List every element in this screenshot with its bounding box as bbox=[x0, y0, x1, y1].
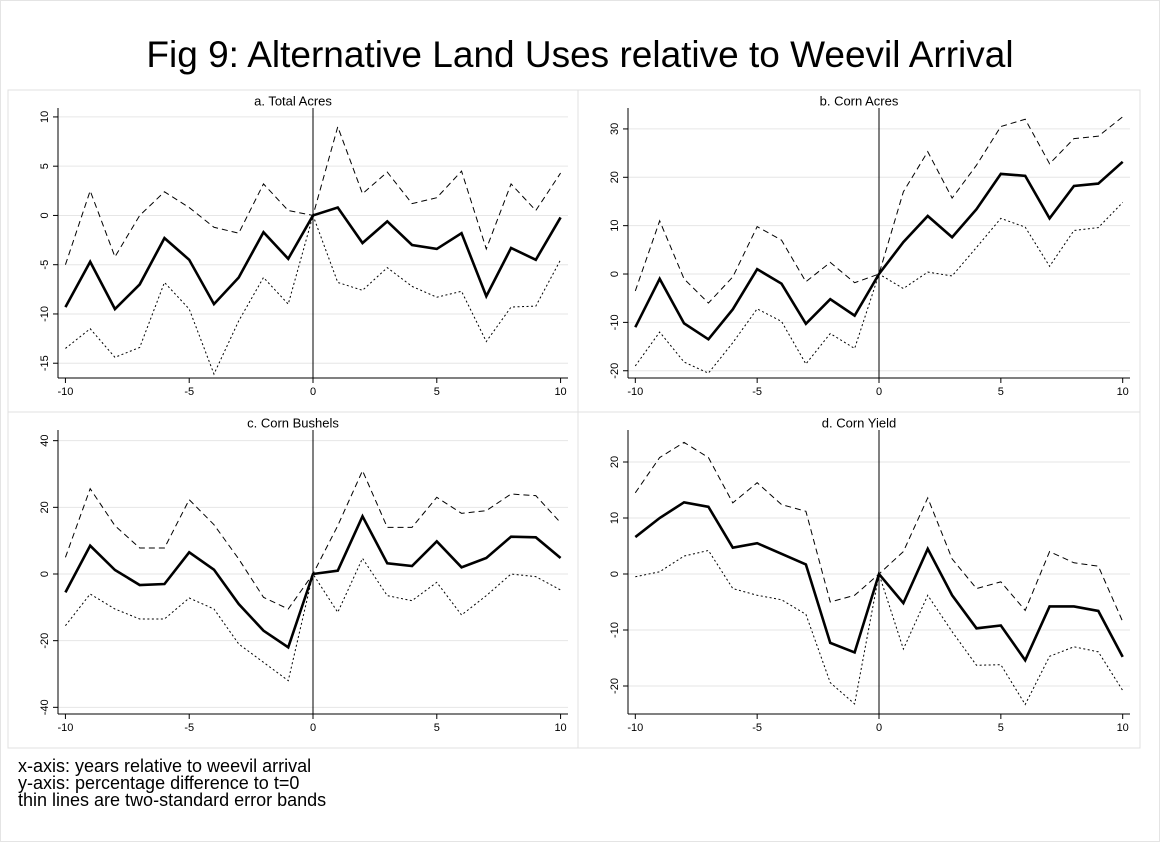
y-tick-label: 20 bbox=[609, 171, 621, 183]
note: x-axis: years relative to weevil arrival bbox=[18, 756, 311, 776]
y-tick-label: 20 bbox=[609, 456, 621, 468]
y-tick-label: -10 bbox=[609, 314, 621, 330]
y-tick-label: -15 bbox=[39, 355, 51, 371]
x-tick-label: 5 bbox=[998, 722, 1004, 734]
series-line bbox=[635, 549, 1124, 706]
panel: c. Corn Bushels -40 -20 0 20 40 -10 -5 0 5 10 bbox=[7, 411, 579, 749]
y-tick-label: 5 bbox=[39, 163, 51, 169]
y-tick-label: -20 bbox=[609, 678, 621, 694]
x-tick-label: 10 bbox=[554, 386, 566, 398]
x-tick-label: -5 bbox=[752, 386, 762, 398]
y-tick-label: -20 bbox=[609, 363, 621, 379]
y-tick-label: 30 bbox=[609, 123, 621, 135]
series-line bbox=[65, 557, 561, 682]
panel: b. Corn Acres -20 -10 0 10 20 30 -10 -5 0 5 10 bbox=[577, 89, 1141, 413]
figure-title: Fig 9: Alternative Land Uses relative to… bbox=[146, 34, 1013, 75]
x-tick-label: -10 bbox=[627, 722, 643, 734]
y-tick-label: -10 bbox=[609, 622, 621, 638]
y-tick-label: 10 bbox=[39, 111, 51, 123]
x-tick-label: 0 bbox=[310, 386, 316, 398]
series-line bbox=[634, 116, 1124, 304]
panel-title: a. Total Acres bbox=[254, 93, 332, 108]
x-tick-label: 0 bbox=[876, 386, 882, 398]
y-tick-label: 0 bbox=[609, 571, 621, 577]
y-tick-label: 0 bbox=[39, 212, 51, 218]
x-tick-label: 10 bbox=[1117, 722, 1129, 734]
x-tick-label: -10 bbox=[627, 386, 643, 398]
y-tick-label: -10 bbox=[39, 306, 51, 322]
series-line bbox=[65, 213, 562, 376]
x-tick-label: 5 bbox=[434, 386, 440, 398]
x-tick-label: 5 bbox=[998, 386, 1004, 398]
note: y-axis: percentage difference to t=0 bbox=[18, 773, 299, 793]
x-tick-label: 10 bbox=[1117, 386, 1129, 398]
x-tick-label: -5 bbox=[184, 722, 194, 734]
panel-title: c. Corn Bushels bbox=[247, 415, 339, 430]
x-tick-label: 0 bbox=[310, 722, 316, 734]
y-tick-label: 0 bbox=[39, 571, 51, 577]
x-tick-label: -5 bbox=[184, 386, 194, 398]
x-tick-label: -5 bbox=[752, 722, 762, 734]
x-tick-label: 10 bbox=[554, 722, 566, 734]
x-tick-label: 5 bbox=[434, 722, 440, 734]
y-tick-label: 20 bbox=[39, 501, 51, 513]
series-line bbox=[634, 441, 1124, 622]
y-tick-label: -5 bbox=[39, 260, 51, 270]
panel-title: b. Corn Acres bbox=[820, 93, 899, 108]
x-tick-label: 0 bbox=[876, 722, 882, 734]
y-tick-label: 0 bbox=[609, 271, 621, 277]
y-tick-label: 10 bbox=[609, 512, 621, 524]
y-tick-label: -40 bbox=[39, 699, 51, 715]
series-line bbox=[634, 202, 1124, 374]
x-tick-label: -10 bbox=[57, 722, 73, 734]
panel-title: d. Corn Yield bbox=[822, 415, 896, 430]
y-tick-label: 40 bbox=[39, 435, 51, 447]
panel-frame bbox=[577, 411, 1141, 749]
series-line bbox=[64, 469, 561, 610]
y-tick-label: 10 bbox=[609, 220, 621, 232]
note: thin lines are two-standard error bands bbox=[18, 790, 326, 810]
y-tick-label: -20 bbox=[39, 633, 51, 649]
panel: d. Corn Yield -20 -10 0 10 20 -10 -5 0 5 10 bbox=[577, 411, 1141, 749]
x-tick-label: -10 bbox=[57, 386, 73, 398]
